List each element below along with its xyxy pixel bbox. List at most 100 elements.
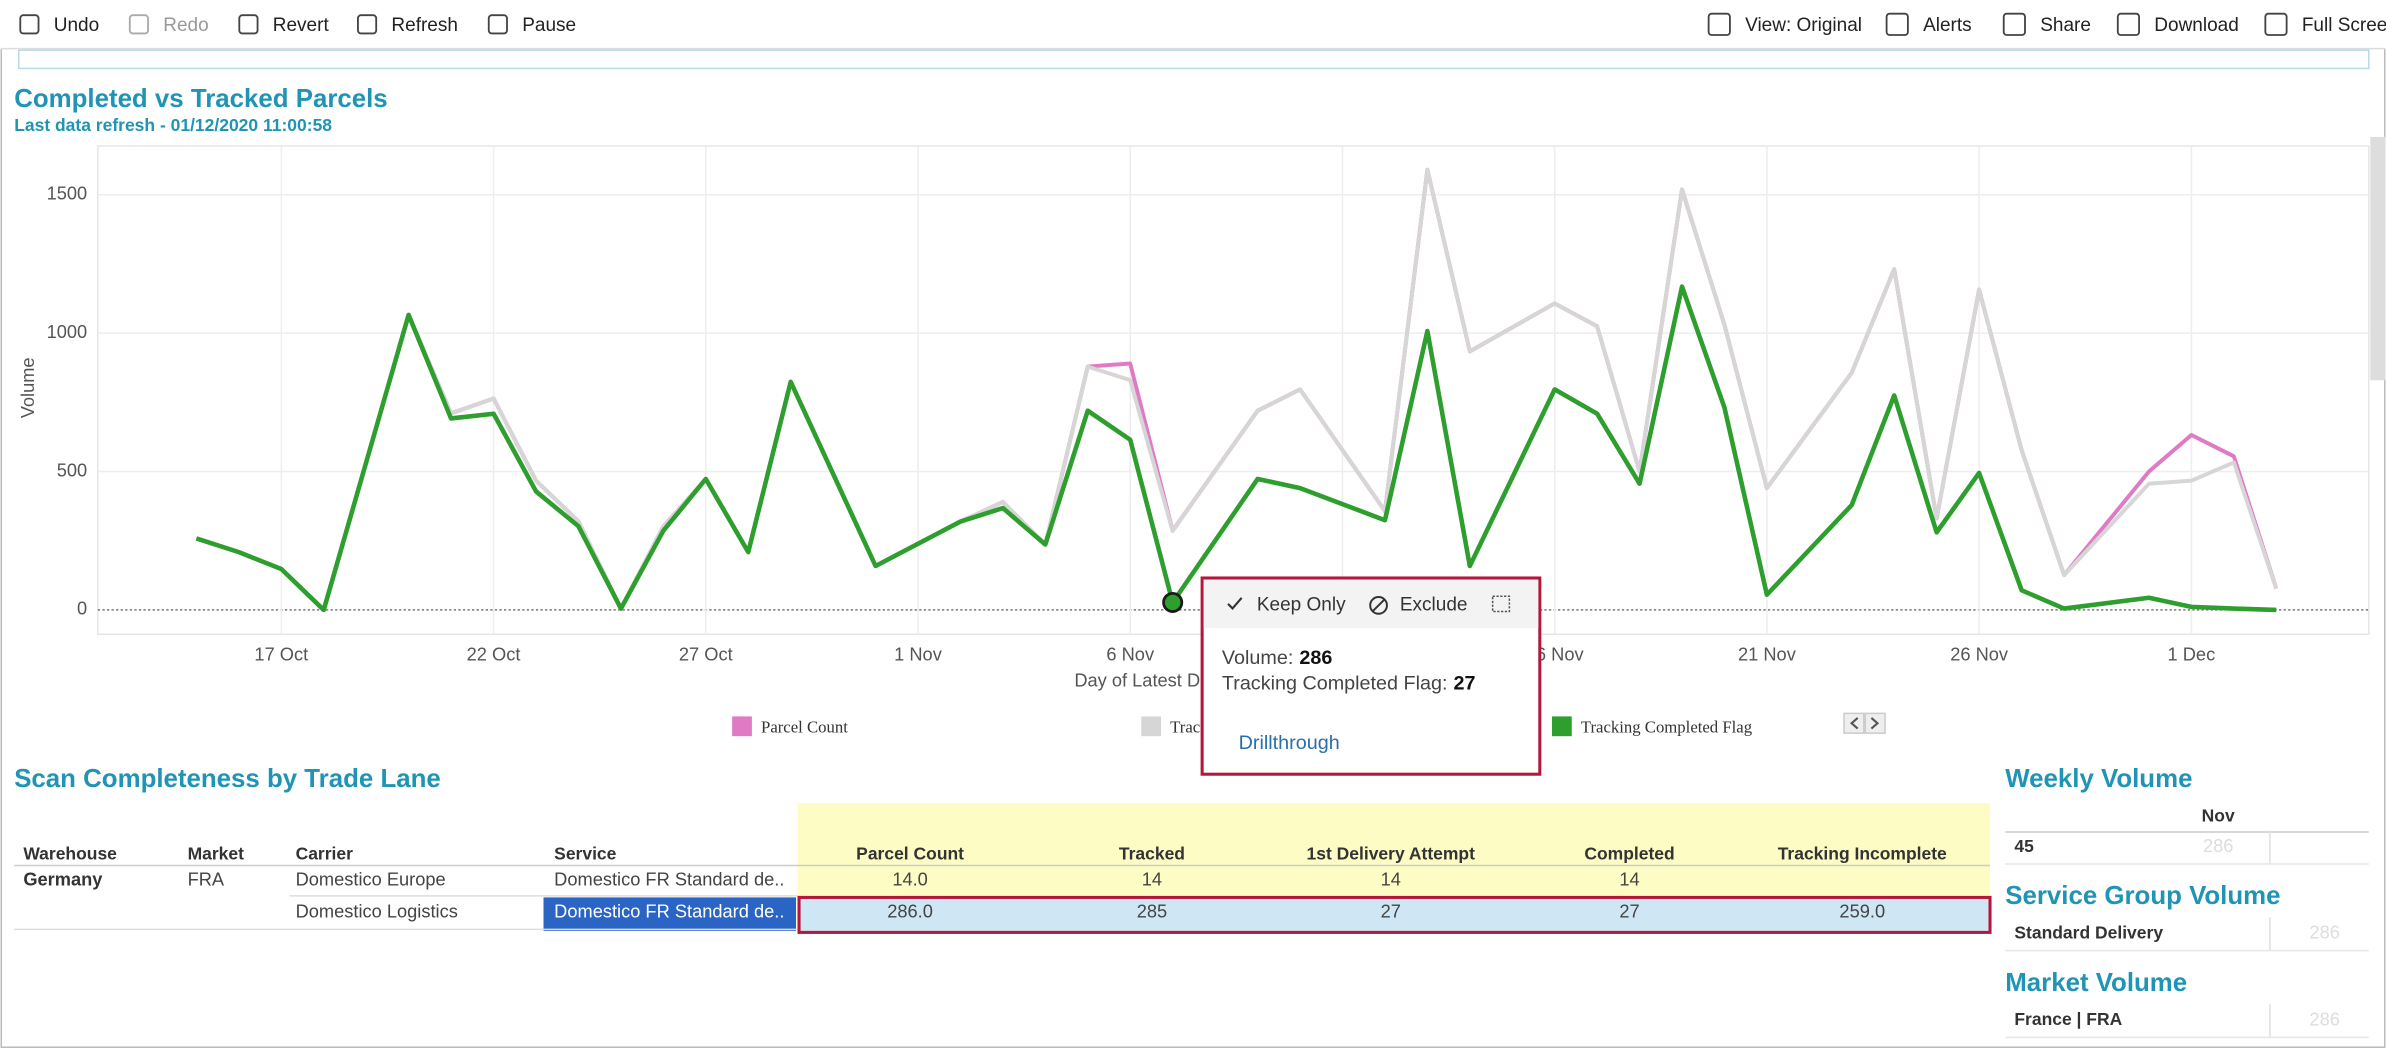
table-cell[interactable]: Domestico FR Standard de..	[554, 869, 784, 890]
panel-row-label: Standard Delivery	[2014, 923, 2163, 943]
table-cell[interactable]: Domestico Logistics	[296, 900, 458, 921]
chart-subtitle: Last data refresh - 01/12/2020 11:00:58	[14, 115, 332, 135]
tooltip-value: 286	[1299, 647, 1332, 669]
table-cell[interactable]: 14	[1619, 869, 1639, 890]
tooltip-label: Volume:	[1222, 647, 1293, 669]
panel-title: Weekly Volume	[2005, 765, 2192, 793]
tooltip-action[interactable]: Keep Only	[1257, 594, 1346, 615]
toolbar-button[interactable]: Pause	[522, 15, 576, 36]
panel-title: Market Volume	[2005, 969, 2187, 997]
column-header: Completed	[1584, 843, 1674, 863]
toolbar-icon	[487, 14, 508, 35]
column-header: Warehouse	[23, 843, 117, 863]
x-tick-label: 21 Nov	[1738, 643, 1797, 664]
legend-next[interactable]	[1864, 712, 1886, 734]
column-header: Tracked	[1119, 843, 1185, 863]
legend-prev[interactable]	[1843, 712, 1865, 734]
measure-header-bg	[797, 803, 1991, 898]
x-tick-label: 1 Dec	[2168, 643, 2216, 664]
table-cell[interactable]: 27	[1381, 900, 1401, 921]
toolbar-button[interactable]: Refresh	[391, 15, 458, 36]
column-header: Parcel Count	[856, 843, 964, 863]
panel-row-value: 286	[2309, 922, 2339, 943]
column-header: 1st Delivery Attempt	[1307, 843, 1476, 863]
panel-row-label: France | FRA	[2014, 1009, 2122, 1029]
column-header: Tracking Incomplete	[1778, 843, 1947, 863]
toolbar-icon	[128, 14, 149, 35]
y-tick-label: 1500	[47, 183, 88, 204]
column-header: Market	[188, 843, 245, 863]
table-cell[interactable]: 27	[1619, 900, 1639, 921]
toolbar	[0, 0, 2386, 49]
toolbar-button[interactable]: Share	[2040, 15, 2091, 36]
filter-strip	[17, 49, 2370, 70]
x-tick-label: 27 Oct	[679, 643, 733, 664]
tooltip-label: Tracking Completed Flag:	[1222, 673, 1448, 695]
panel-row-value: 286	[2203, 835, 2233, 856]
table-cell[interactable]: Domestico FR Standard de..	[554, 900, 784, 921]
scrollbar	[2370, 136, 2386, 381]
table-cell[interactable]: 14	[1142, 869, 1162, 890]
x-tick-label: 22 Oct	[467, 643, 521, 664]
toolbar-button[interactable]: Redo	[163, 15, 208, 36]
legend-swatch	[732, 716, 752, 737]
exclude-icon	[1371, 598, 1386, 613]
table-cell[interactable]: 14	[1381, 869, 1401, 890]
toolbar-icon	[2264, 12, 2288, 36]
exclude-icon	[1369, 596, 1388, 615]
toolbar-icon	[2116, 12, 2141, 36]
column-header: Carrier	[296, 843, 354, 863]
table-cell[interactable]: 285	[1137, 900, 1167, 921]
toolbar-icon	[357, 14, 378, 35]
toolbar-icon	[1885, 12, 1909, 36]
series-line	[195, 167, 2279, 612]
y-axis-label: Volume	[17, 357, 38, 418]
toolbar-button[interactable]: Undo	[54, 15, 99, 36]
toolbar-button[interactable]: Download	[2154, 15, 2239, 36]
table-title: Scan Completeness by Trade Lane	[14, 765, 441, 793]
x-axis-label: Day of Latest D	[1074, 669, 1200, 690]
selected-point[interactable]	[1162, 591, 1184, 613]
toolbar-button[interactable]: Full Screen	[2302, 15, 2386, 36]
toolbar-button[interactable]: Revert	[273, 15, 330, 36]
legend-swatch	[1141, 716, 1162, 737]
tooltip-action[interactable]: Exclude	[1400, 594, 1468, 615]
grid-icon	[1491, 595, 1511, 613]
y-tick-label: 500	[57, 459, 87, 480]
toolbar-button[interactable]: Alerts	[1923, 15, 1972, 36]
x-tick-label: 1 Nov	[894, 643, 943, 664]
table-cell[interactable]: Domestico Europe	[296, 869, 446, 890]
toolbar-icon	[238, 14, 259, 35]
panel-header: Nov	[2202, 805, 2235, 825]
table-cell[interactable]: Germany	[23, 869, 103, 890]
table-cell[interactable]: 259.0	[1839, 900, 1885, 921]
x-tick-label: 6 Nov	[1106, 643, 1155, 664]
legend-swatch	[1551, 716, 1572, 737]
tooltip-link[interactable]: Drillthrough	[1239, 732, 1340, 754]
table-cell[interactable]: 14.0	[892, 869, 928, 890]
toolbar-button[interactable]: View: Original	[1745, 15, 1862, 36]
series-line	[195, 284, 2277, 613]
tooltip-value: 27	[1454, 673, 1476, 695]
x-tick-label: 17 Oct	[254, 643, 308, 664]
table-cell[interactable]: 286.0	[887, 900, 933, 921]
panel-row-value: 286	[2309, 1008, 2339, 1029]
toolbar-icon	[19, 14, 40, 35]
column-header: Service	[554, 843, 616, 863]
x-tick-label: 26 Nov	[1950, 643, 2009, 664]
legend-label[interactable]: Parcel Count	[761, 717, 848, 736]
y-tick-label: 1000	[47, 321, 88, 342]
selected-cell	[543, 897, 797, 931]
legend-arrows	[1849, 717, 1880, 730]
chart-title: Completed vs Tracked Parcels	[14, 85, 388, 113]
table-cell[interactable]: FRA	[188, 869, 225, 890]
check-icon	[1227, 597, 1243, 610]
panel-row-label: 45	[2014, 836, 2034, 856]
toolbar-icon	[2002, 12, 2026, 36]
y-tick-label: 0	[77, 598, 87, 619]
selected-row	[797, 895, 1992, 934]
panel-title: Service Group Volume	[2005, 882, 2280, 910]
legend-label[interactable]: Tracking Completed Flag	[1581, 717, 1753, 736]
